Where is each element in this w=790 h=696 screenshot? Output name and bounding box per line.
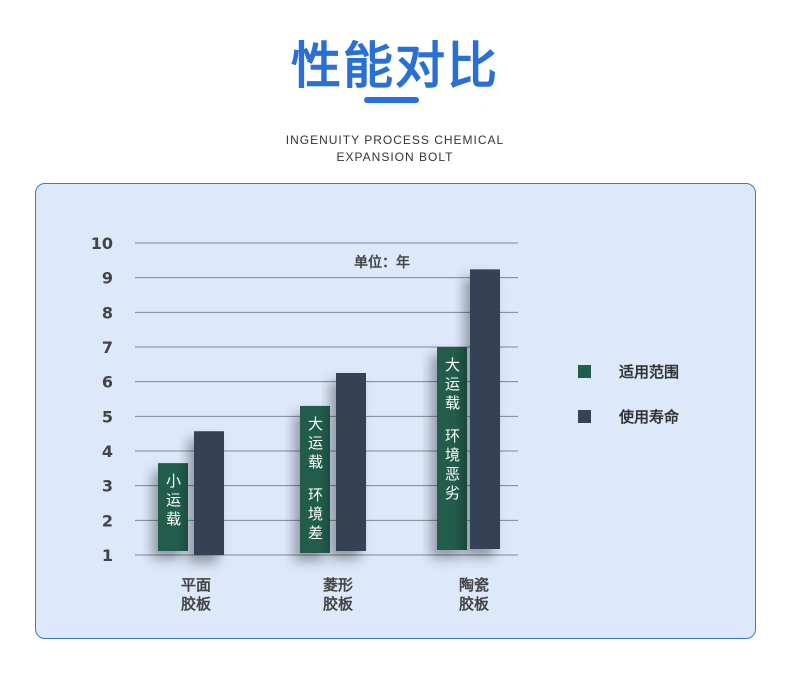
- y-tick-label: 6: [102, 373, 113, 392]
- legend-swatch-range: [578, 365, 591, 378]
- title-underline: [364, 97, 419, 103]
- bar-annotation: 小运载: [164, 473, 182, 531]
- x-tick-label: 胶板: [459, 595, 490, 613]
- y-tick-label: 9: [102, 269, 113, 288]
- bar-range-1: [300, 405, 330, 553]
- y-tick-label: 8: [102, 303, 113, 322]
- legend-label-life: 使用寿命: [619, 408, 680, 426]
- chart-panel: [35, 183, 756, 639]
- subtitle-line-1: INGENUITY PROCESS CHEMICAL: [285, 133, 505, 147]
- x-tick-label: 平面: [181, 576, 211, 594]
- legend-label-range: 适用范围: [619, 363, 680, 381]
- legend-item-range: 适用范围: [578, 361, 679, 382]
- page-title: 性能对比: [291, 37, 499, 95]
- x-tick-label: 菱形: [323, 576, 353, 594]
- y-tick-label: 2: [102, 511, 113, 530]
- legend-item-life: 使用寿命: [578, 406, 679, 427]
- bar-life-1: [336, 373, 366, 551]
- x-tick-label: 陶瓷: [459, 576, 489, 594]
- x-tick-label: 胶板: [181, 595, 212, 613]
- y-tick-label: 10: [91, 234, 113, 253]
- bar-annotation: 大运载: [306, 415, 324, 473]
- legend-swatch-life: [578, 410, 591, 423]
- y-tick-label: 4: [102, 442, 113, 461]
- x-tick-label: 胶板: [323, 595, 354, 613]
- bar-annotation: 环境恶劣: [443, 428, 461, 504]
- bar-life-0: [194, 431, 224, 555]
- y-tick-label: 1: [102, 546, 113, 565]
- bar-range-2: [437, 347, 467, 550]
- y-tick-label: 7: [102, 338, 113, 357]
- y-tick-label: 3: [102, 477, 113, 496]
- bar-range-0: [158, 463, 188, 551]
- bar-life-2: [470, 269, 500, 549]
- unit-label: 单位：年: [354, 254, 410, 271]
- bar-annotation: 大运载: [443, 357, 461, 414]
- y-tick-label: 5: [102, 407, 113, 426]
- subtitle-line-2: EXPANSION BOLT: [336, 150, 454, 164]
- bar-annotation: 环境差: [306, 486, 324, 544]
